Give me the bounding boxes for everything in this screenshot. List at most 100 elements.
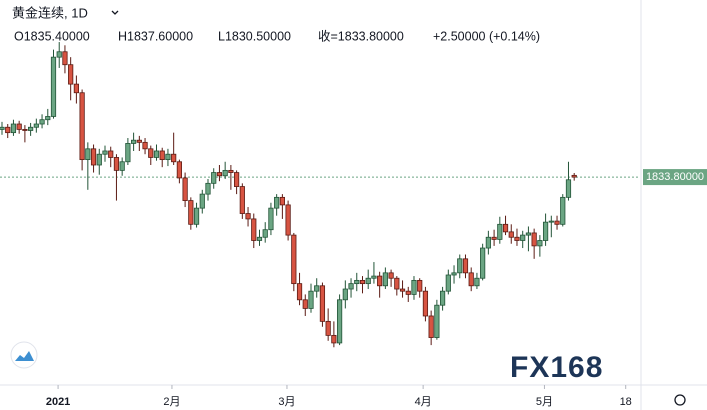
- candle-body: [28, 126, 34, 131]
- settings-icon[interactable]: [674, 394, 686, 406]
- candle-body: [348, 283, 354, 290]
- candle-body: [279, 196, 285, 206]
- candle-body: [325, 320, 331, 336]
- candle-body: [0, 126, 5, 130]
- candle-body: [234, 172, 240, 187]
- ohlc-summary: +2.50000 (+0.14%): [433, 29, 540, 43]
- candle-body: [480, 247, 486, 279]
- last-price-box: [643, 169, 707, 186]
- candle-body: [497, 223, 503, 240]
- candle-body: [371, 275, 377, 279]
- ohlc-summary: L1830.50000: [218, 29, 291, 43]
- candle-body: [508, 231, 514, 238]
- candle-body: [394, 277, 400, 290]
- candle-body: [148, 148, 154, 158]
- candle-body: [239, 186, 245, 214]
- candle-body: [176, 161, 182, 179]
- candle-body: [222, 169, 228, 177]
- candle-body: [96, 153, 102, 166]
- candle-body: [182, 177, 188, 201]
- candle-body: [291, 234, 297, 285]
- candle-body: [319, 285, 326, 322]
- candle-body: [228, 169, 234, 173]
- candle-body: [113, 157, 120, 171]
- candle-body: [125, 143, 131, 163]
- candle-body: [171, 153, 177, 163]
- candle-body: [45, 116, 51, 121]
- candle-body: [62, 51, 68, 66]
- ohlc-summary: H1837.60000: [118, 29, 193, 43]
- candle-body: [428, 315, 434, 338]
- candle-body: [571, 174, 577, 178]
- candle-body: [216, 172, 223, 177]
- candle-body: [5, 126, 11, 134]
- last-price-label: 1833.80000: [646, 171, 704, 183]
- candle-body: [153, 150, 160, 158]
- ohlc-summary: O1835.40000: [14, 29, 90, 43]
- candle-body: [417, 279, 423, 292]
- candle-body: [542, 221, 549, 241]
- candle-body: [33, 123, 39, 128]
- candle-body: [205, 182, 211, 195]
- candle-body: [377, 275, 383, 287]
- candle-body: [251, 218, 257, 241]
- candle-body: [102, 150, 108, 155]
- candle-body: [16, 123, 22, 130]
- candle-body: [537, 240, 543, 247]
- candle-body: [520, 234, 526, 241]
- candle-body: [90, 148, 97, 166]
- candle-body: [548, 220, 554, 223]
- candle-body: [296, 283, 303, 301]
- candle-body: [411, 279, 417, 295]
- candle-body: [422, 290, 429, 317]
- candle-body: [73, 83, 79, 94]
- x-tick-label: 4月: [415, 396, 432, 408]
- candle-body: [108, 150, 114, 158]
- x-tick-label: 2月: [163, 396, 180, 408]
- candle-body: [525, 232, 532, 236]
- candle-body: [159, 150, 165, 161]
- candle-body: [388, 272, 394, 279]
- candle-body: [451, 272, 457, 276]
- watermark: FX168: [510, 351, 603, 384]
- candle-body: [22, 129, 28, 131]
- candle-body: [331, 334, 337, 344]
- candle-body: [50, 56, 57, 117]
- candle-body: [554, 220, 560, 225]
- candle-body: [445, 274, 451, 292]
- x-tick-label: 2021: [46, 396, 70, 408]
- candle-body: [514, 236, 520, 241]
- candle-body: [68, 64, 74, 85]
- candle-body: [39, 119, 45, 125]
- candle-body: [56, 51, 62, 58]
- candle-body: [382, 272, 388, 287]
- x-tick-label: 5月: [536, 396, 553, 408]
- logo-button[interactable]: [10, 341, 38, 369]
- candle-body: [256, 236, 263, 241]
- interval-chevron[interactable]: [111, 10, 119, 15]
- candle-body: [365, 277, 371, 285]
- candle-body: [302, 299, 308, 309]
- candle-body: [502, 223, 509, 233]
- x-tick-label: 3月: [278, 396, 295, 408]
- candle-body: [354, 279, 360, 285]
- candle-body: [131, 139, 137, 144]
- candle-body: [142, 141, 148, 150]
- chart-title: 黄金连续, 1D: [12, 5, 88, 20]
- candle-body: [188, 200, 194, 225]
- candle-body: [262, 229, 268, 238]
- candle-body: [468, 272, 474, 287]
- candle-body: [308, 290, 314, 309]
- candle-body: [405, 290, 411, 295]
- candle-body: [274, 196, 280, 209]
- candle-body: [462, 258, 469, 274]
- candle-body: [10, 123, 17, 134]
- candle-body: [457, 258, 463, 274]
- candle-body: [314, 285, 320, 292]
- candle-body: [359, 279, 366, 285]
- candle-body: [268, 207, 274, 231]
- candle-body: [565, 179, 572, 198]
- candle-body: [165, 153, 171, 161]
